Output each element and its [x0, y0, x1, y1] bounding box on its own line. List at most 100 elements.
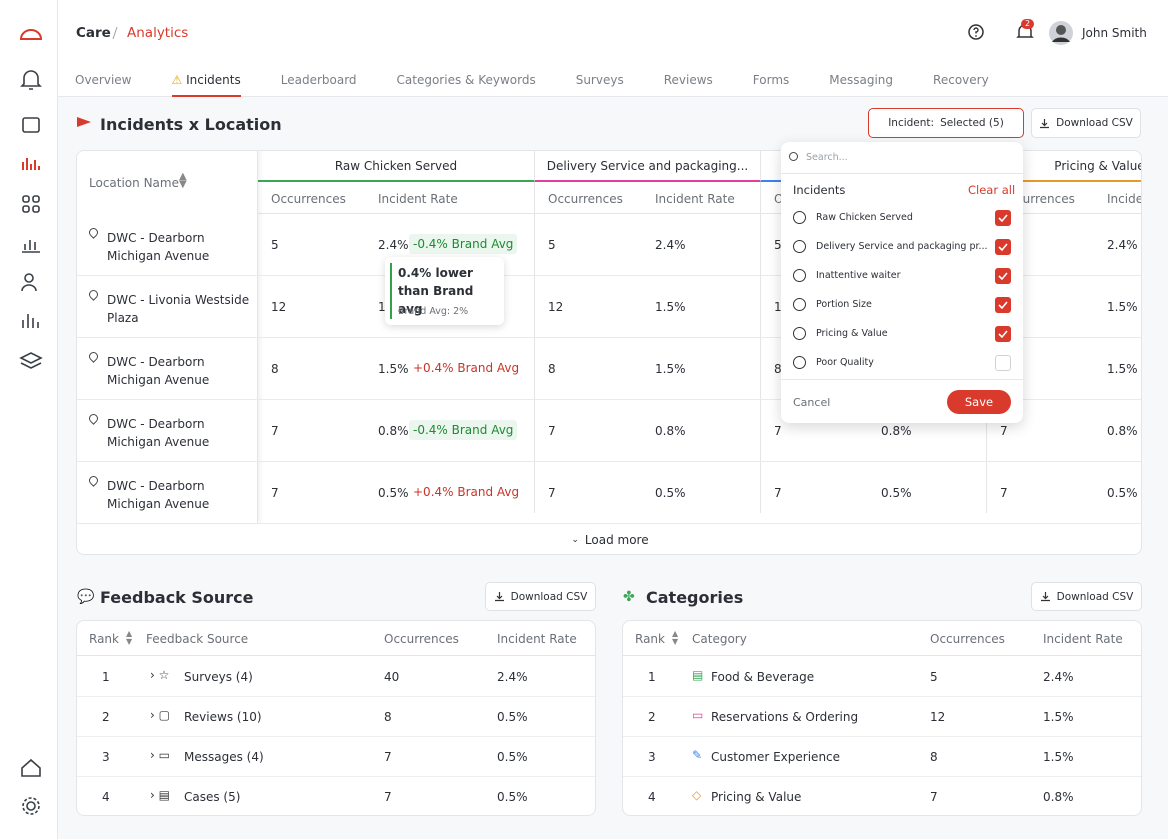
col-header: Incident Rate	[1107, 192, 1142, 206]
rank: 2	[102, 710, 110, 724]
col-header: Feedback Source	[146, 632, 249, 646]
checkbox[interactable]	[995, 355, 1011, 371]
load-more-label: Load more	[584, 532, 649, 547]
row-icon: ▤	[692, 668, 704, 682]
occurrences: 5	[774, 238, 782, 252]
tab[interactable]: Categories & Keywords	[397, 73, 536, 97]
item-label: Inattentive waiter	[816, 270, 901, 281]
tab[interactable]: Surveys	[576, 73, 624, 97]
checkbox[interactable]	[995, 297, 1011, 313]
row-name[interactable]: Reviews (10)	[184, 710, 262, 724]
save-button[interactable]: Save	[947, 390, 1011, 414]
section-title: Categories	[646, 588, 744, 607]
radio[interactable]	[793, 269, 806, 282]
incident-rate: 0.5%	[881, 486, 912, 500]
radio[interactable]	[793, 298, 806, 311]
checkbox[interactable]	[995, 326, 1011, 342]
row-icon: ◇	[692, 788, 702, 802]
tab[interactable]: Forms	[753, 73, 789, 97]
col-header: Incident Rate	[497, 632, 577, 646]
occurrences: 5	[548, 238, 556, 252]
occurrences: 40	[384, 670, 400, 684]
occurrences: 12	[930, 710, 946, 724]
checkbox[interactable]	[995, 210, 1011, 226]
download-csv[interactable]: Download CSV	[485, 582, 596, 611]
col-divider	[534, 182, 535, 513]
tab[interactable]: Recovery	[933, 73, 989, 97]
radio[interactable]	[793, 240, 806, 253]
tooltip: 0.4% lower than Brand avg Brand Avg: 2%	[385, 257, 504, 325]
col-header: Rank	[89, 632, 119, 646]
rank: 3	[102, 750, 110, 764]
checkbox[interactable]	[995, 268, 1011, 284]
clear-all[interactable]: Clear all	[968, 183, 1016, 197]
row-name: Reservations & Ordering	[711, 710, 859, 724]
incident-rate: 2.4%	[378, 238, 409, 252]
incident-rate: 0.8%	[1107, 424, 1138, 438]
radio[interactable]	[793, 327, 806, 340]
dropdown-heading: Incidents	[793, 183, 846, 197]
tab-label: Recovery	[933, 73, 989, 87]
row-name: Food & Beverage	[711, 670, 815, 684]
filter-label: Incident:	[888, 117, 935, 129]
row-name[interactable]: Messages (4)	[184, 750, 264, 764]
row-name[interactable]: Surveys (4)	[184, 670, 253, 684]
occurrences: 8	[271, 362, 279, 376]
incident-rate: 1.5%	[1107, 300, 1138, 314]
rank: 4	[648, 790, 656, 804]
download-csv[interactable]: Download CSV	[1031, 108, 1141, 138]
download-csv[interactable]: Download CSV	[1031, 582, 1142, 611]
item-label: Delivery Service and packaging pr...	[816, 241, 988, 252]
row-name[interactable]: Cases (5)	[184, 790, 241, 804]
occurrences: 8	[930, 750, 938, 764]
tab[interactable]: ⚠ Incidents	[171, 73, 241, 97]
item-label: Portion Size	[816, 299, 872, 310]
incident-rate: 0.5%	[655, 486, 686, 500]
incident-filter[interactable]: Incident: Selected (5)	[868, 108, 1024, 138]
location-name: DWC - Dearborn Michigan Avenue	[107, 479, 210, 511]
tab-label: Messaging	[829, 73, 894, 87]
radio[interactable]	[793, 356, 806, 369]
tab[interactable]: Reviews	[664, 73, 713, 97]
occurrences: 5	[271, 238, 279, 252]
footer-divider	[781, 379, 1023, 380]
cancel-button[interactable]: Cancel	[793, 396, 831, 409]
incident-rate: 1.5%	[1043, 750, 1074, 764]
row-divider	[77, 736, 595, 737]
search-icon	[789, 152, 798, 161]
row-name: Customer Experience	[711, 750, 841, 764]
occurrences: 7	[548, 486, 556, 500]
radio[interactable]	[793, 211, 806, 224]
tab-label: Incidents	[186, 73, 241, 87]
tab[interactable]: Overview	[75, 73, 132, 97]
row-divider	[77, 399, 1141, 400]
row-icon: › ▭	[150, 748, 170, 762]
checkbox[interactable]	[995, 239, 1011, 255]
tab[interactable]: Leaderboard	[281, 73, 357, 97]
col-header: Occurrences	[271, 192, 346, 206]
brand-delta: +0.4% Brand Avg	[413, 485, 520, 499]
tab-label: Leaderboard	[280, 73, 357, 87]
load-more[interactable]: ⌄ Load more	[77, 523, 1141, 554]
topbar	[58, 0, 1168, 97]
sort-icon: ▲ ▼	[179, 171, 187, 190]
occurrences: 7	[271, 486, 279, 500]
breadcrumb-separator	[112, 26, 118, 40]
rank: 2	[648, 710, 656, 724]
breadcrumb-current: Analytics	[127, 25, 189, 41]
row-divider	[77, 461, 1141, 462]
incident-rate: 0.5%	[497, 790, 528, 804]
search-input[interactable]	[781, 142, 1023, 174]
tabs: Overview ⚠ Incidents Leaderboard Categories…	[75, 73, 989, 97]
occurrences: 8	[384, 710, 392, 724]
section-title: Feedback Source	[100, 588, 254, 607]
col-header: Category	[692, 632, 747, 646]
col-divider	[760, 182, 761, 513]
occurrences: 7	[271, 424, 279, 438]
sort-icon: ▲ ▼	[126, 629, 133, 646]
tab[interactable]: Messaging	[829, 73, 893, 97]
avatar[interactable]	[1048, 20, 1074, 46]
incident-rate: 0.8%	[378, 424, 409, 438]
help-icon[interactable]	[966, 22, 986, 42]
